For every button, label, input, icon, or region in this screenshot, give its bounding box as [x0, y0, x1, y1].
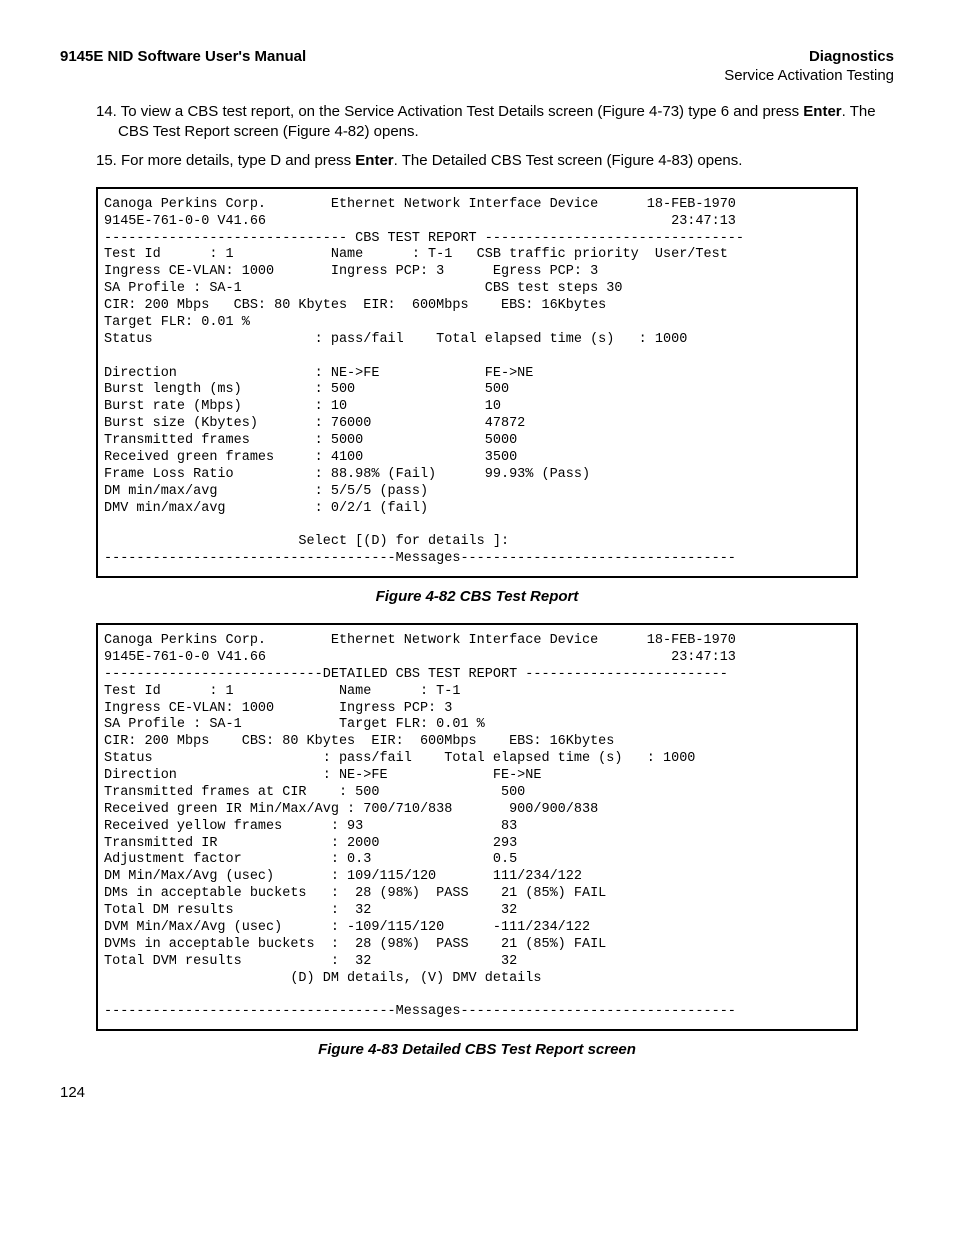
page-number: 124	[60, 1084, 894, 1101]
step-14: 14. To view a CBS test report, on the Se…	[96, 102, 894, 143]
caption-figure-4-82: Figure 4-82 CBS Test Report	[60, 588, 894, 605]
step-15: 15. For more details, type D and press E…	[96, 151, 894, 171]
caption-figure-4-83: Figure 4-83 Detailed CBS Test Report scr…	[60, 1041, 894, 1058]
header-left: 9145E NID Software User's Manual	[60, 48, 306, 65]
page-header: 9145E NID Software User's Manual Diagnos…	[60, 48, 894, 65]
terminal-figure-4-82: Canoga Perkins Corp. Ethernet Network In…	[96, 187, 858, 578]
terminal-figure-4-83: Canoga Perkins Corp. Ethernet Network In…	[96, 623, 858, 1031]
header-sub: Service Activation Testing	[60, 67, 894, 84]
header-right: Diagnostics	[809, 48, 894, 65]
